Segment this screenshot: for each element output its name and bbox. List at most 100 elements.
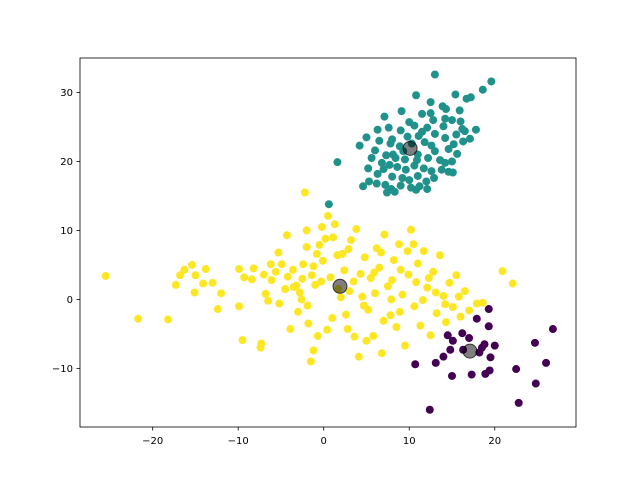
centroid-marker-1	[332, 278, 348, 294]
data-point-s1-110	[409, 240, 418, 249]
data-point-s0-20	[456, 117, 465, 126]
data-point-s1-80	[419, 247, 428, 256]
x-tick-label: −10	[228, 436, 249, 447]
data-point-s2-22	[531, 379, 540, 388]
data-point-s0-0	[430, 70, 439, 79]
data-point-s1-57	[352, 225, 361, 234]
data-point-s1-92	[460, 287, 469, 296]
data-point-s1-27	[274, 248, 283, 257]
data-point-s2-13	[411, 360, 420, 369]
data-point-s1-122	[345, 287, 354, 296]
data-point-s1-89	[448, 302, 457, 311]
data-point-s1-17	[249, 264, 258, 273]
data-point-s1-7	[191, 271, 200, 280]
data-point-s0-79	[390, 187, 399, 196]
data-point-s0-30	[362, 133, 371, 142]
data-point-s1-14	[235, 265, 244, 274]
data-point-s1-91	[456, 312, 465, 321]
data-point-s1-36	[298, 274, 307, 283]
data-point-s0-48	[441, 158, 450, 167]
data-point-s1-0	[101, 271, 110, 280]
data-point-s1-78	[413, 259, 422, 268]
data-point-s1-88	[445, 278, 454, 287]
data-point-s0-64	[405, 176, 414, 185]
data-point-s1-23	[261, 289, 270, 298]
data-point-s2-3	[443, 331, 452, 340]
data-point-s0-21	[471, 125, 480, 134]
data-point-s0-29	[459, 137, 468, 146]
data-point-s1-65	[375, 263, 384, 272]
data-point-s0-25	[396, 126, 405, 135]
data-point-s1-52	[336, 293, 345, 302]
data-point-s1-79	[416, 321, 425, 330]
data-point-s0-71	[381, 180, 390, 189]
plot-frame	[79, 57, 577, 428]
data-point-s1-45	[318, 256, 327, 265]
data-point-s0-69	[365, 177, 374, 186]
data-point-s0-54	[401, 165, 410, 174]
data-point-s1-108	[388, 276, 397, 285]
data-point-s1-41	[309, 262, 318, 271]
data-point-s1-70	[389, 256, 398, 265]
data-point-s0-57	[427, 167, 436, 176]
data-point-s0-76	[423, 185, 432, 194]
data-point-s1-37	[300, 188, 309, 197]
data-point-s1-102	[341, 310, 350, 319]
y-tick-label: −10	[52, 364, 73, 375]
data-point-s1-59	[358, 292, 367, 301]
data-point-s1-28	[277, 260, 286, 269]
data-point-s1-72	[394, 240, 403, 249]
data-point-s1-96	[498, 267, 507, 276]
data-point-s0-83	[448, 168, 457, 177]
data-point-s1-133	[318, 222, 327, 231]
data-point-s0-31	[375, 136, 384, 145]
data-point-s0-10	[426, 109, 435, 118]
data-point-s1-43	[315, 240, 324, 249]
data-point-s0-95	[386, 139, 395, 148]
data-point-s0-15	[429, 116, 438, 125]
data-point-s1-117	[264, 296, 273, 305]
data-point-s0-93	[412, 156, 421, 165]
data-point-s1-119	[311, 280, 320, 289]
data-point-s0-67	[430, 174, 439, 183]
data-point-s1-128	[403, 247, 412, 256]
data-point-s1-8	[190, 288, 199, 297]
data-point-s0-92	[391, 154, 400, 163]
data-point-s1-84	[432, 309, 441, 318]
data-point-s1-2	[164, 315, 173, 324]
data-point-s1-5	[180, 265, 189, 274]
data-point-s0-39	[453, 149, 462, 158]
data-point-s1-66	[377, 349, 386, 358]
data-point-s0-17	[410, 121, 419, 130]
data-point-s0-27	[430, 129, 439, 138]
data-point-s1-135	[344, 245, 353, 254]
data-point-s1-111	[418, 296, 427, 305]
data-point-s2-2	[484, 322, 493, 331]
data-point-s1-24	[266, 260, 275, 269]
data-point-s1-134	[329, 233, 338, 242]
data-point-s0-40	[355, 141, 364, 150]
data-point-s1-10	[201, 265, 210, 274]
data-point-s0-77	[359, 182, 368, 191]
data-point-s0-34	[403, 132, 412, 141]
data-point-s0-52	[385, 160, 394, 169]
data-point-s1-118	[281, 285, 290, 294]
data-point-s1-39	[304, 319, 313, 328]
data-point-s0-41	[371, 146, 380, 155]
data-point-s0-91	[400, 155, 409, 164]
data-point-s0-37	[444, 145, 453, 154]
data-point-s1-105	[362, 336, 371, 345]
x-tick-label: 0	[321, 436, 327, 447]
data-point-s1-56	[349, 277, 358, 286]
data-point-s1-71	[392, 322, 401, 331]
data-point-s0-38	[449, 140, 458, 149]
data-point-s0-3	[451, 90, 460, 99]
data-point-s1-22	[259, 270, 268, 279]
data-point-s0-61	[379, 165, 388, 174]
data-point-s1-15	[240, 273, 249, 282]
data-point-s2-0	[472, 314, 481, 323]
data-point-s1-126	[387, 295, 396, 304]
data-point-s2-11	[486, 353, 495, 362]
data-point-s1-68	[383, 282, 392, 291]
